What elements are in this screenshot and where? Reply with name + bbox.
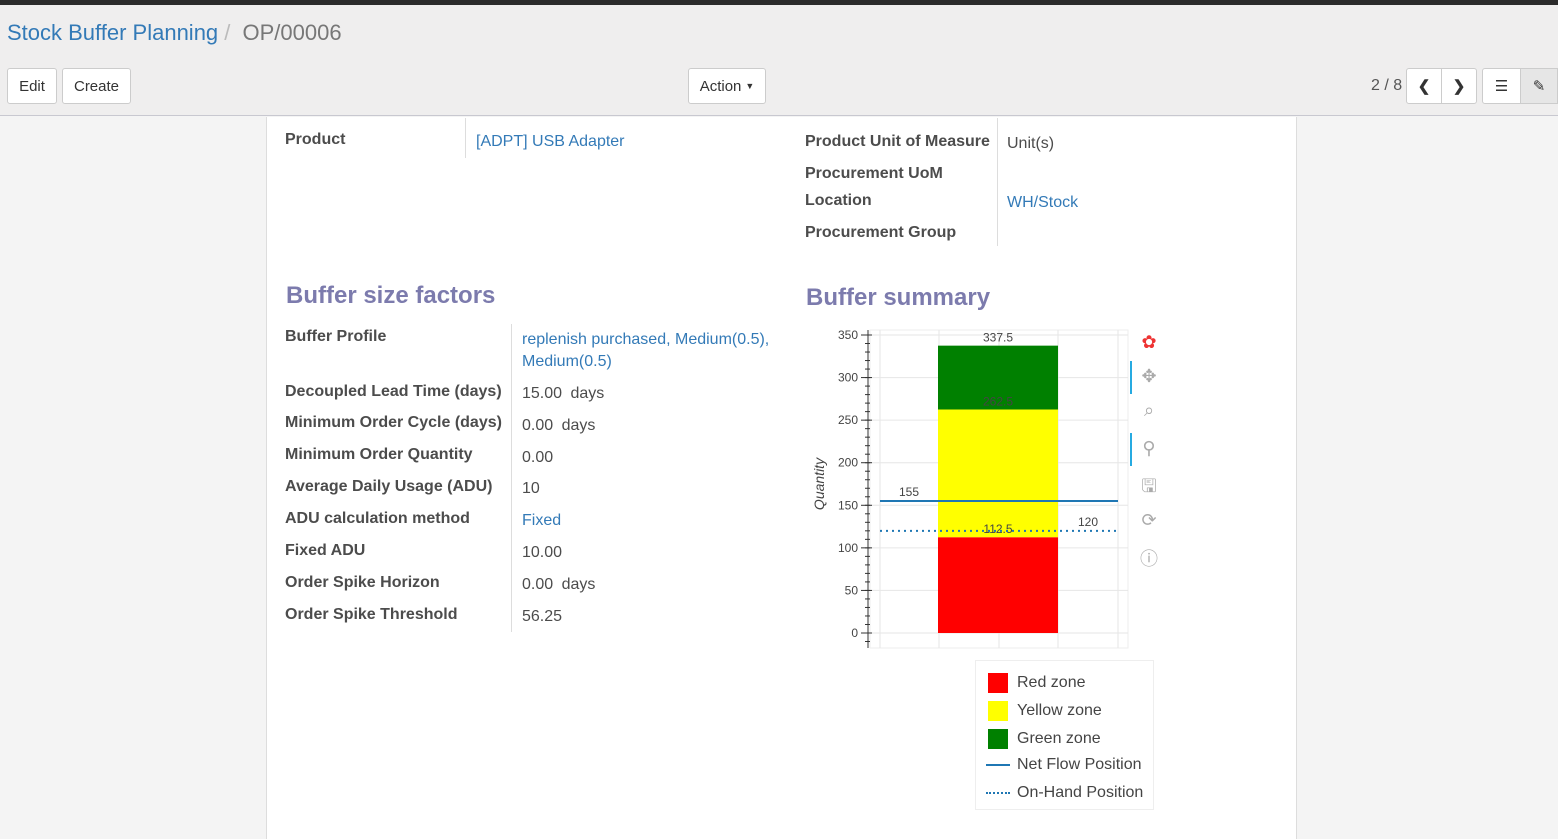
chart-legend [975, 660, 1154, 810]
product-value[interactable]: [ADPT] USB Adapter [476, 133, 625, 150]
chevron-right-icon: ❯ [1452, 78, 1466, 95]
active-tool-indicator [1130, 361, 1132, 394]
create-button[interactable]: Create [62, 68, 131, 104]
list-icon: ☰ [1494, 78, 1509, 95]
moq-label: Minimum Order Quantity [285, 446, 473, 463]
list-view-button[interactable]: ☰ [1482, 68, 1521, 104]
active-tool-indicator [1130, 433, 1132, 466]
adu-label: Average Daily Usage (ADU) [285, 478, 493, 495]
legend-line [986, 764, 1010, 766]
location-value[interactable]: WH/Stock [1007, 194, 1079, 211]
legend-swatch [988, 673, 1008, 693]
edit-button[interactable]: Edit [7, 68, 57, 104]
buffer-profile-value-2[interactable]: Medium(0.5) [522, 353, 612, 370]
y-tick-label: 350 [838, 328, 858, 342]
y-tick-label: 250 [838, 413, 858, 427]
bar-data-label: 112.5 [983, 522, 1012, 536]
divider [511, 324, 512, 632]
procurement-uom-label: Procurement UoM [805, 165, 943, 182]
spike-horizon-label: Order Spike Horizon [285, 574, 440, 591]
legend-green-zone: Green zone [988, 729, 1101, 749]
edit-form-icon: ✎ [1532, 78, 1546, 95]
y-axis-label: Quantity [811, 457, 827, 510]
y-tick-label: 100 [838, 541, 858, 555]
legend-swatch [988, 729, 1008, 749]
moc-label: Minimum Order Cycle (days) [285, 414, 502, 431]
fixed-adu-label: Fixed ADU [285, 542, 366, 559]
breadcrumb-current: OP/00006 [242, 20, 342, 45]
y-tick-label: 50 [845, 583, 859, 597]
legend-red-zone: Red zone [988, 673, 1086, 693]
bar-data-label: 262.5 [983, 395, 1013, 409]
save-icon[interactable]: 🖫 [1141, 476, 1157, 496]
product-label: Product [285, 131, 346, 148]
y-tick-label: 0 [851, 626, 858, 640]
control-panel: Stock Buffer Planning / OP/00006 Edit Cr… [0, 5, 1558, 116]
divider [465, 118, 466, 158]
form-view-button[interactable]: ✎ [1520, 68, 1558, 104]
uom-value[interactable]: Unit(s) [1007, 135, 1055, 152]
breadcrumb: Stock Buffer Planning / OP/00006 [7, 20, 342, 45]
dlt-value: 15.00 days [522, 385, 605, 402]
bar-red-zone [938, 537, 1058, 633]
adu-value: 10 [522, 480, 540, 497]
divider [997, 118, 998, 246]
legend-net-flow: Net Flow Position [986, 756, 1142, 774]
y-tick-label: 200 [838, 456, 858, 470]
buffer-factors-title: Buffer size factors [286, 282, 496, 309]
line-data-label: 120 [1078, 515, 1098, 529]
bar-yellow-zone [938, 409, 1058, 538]
legend-on-hand: On-Hand Position [986, 784, 1143, 802]
reset-icon[interactable]: ⟳ [1141, 510, 1157, 530]
moq-value: 0.00 [522, 449, 554, 466]
uom-label: Product Unit of Measure [805, 133, 990, 150]
spike-threshold-label: Order Spike Threshold [285, 606, 458, 623]
procurement-group-label: Procurement Group [805, 224, 957, 241]
buffer-profile-label: Buffer Profile [285, 328, 387, 345]
buffer-profile-value[interactable]: replenish purchased, Medium(0.5), [522, 331, 770, 348]
help-icon[interactable]: ⓘ [1140, 549, 1158, 569]
action-label: Action [699, 77, 742, 95]
caret-down-icon: ▼ [745, 81, 755, 91]
pager-previous-button[interactable]: ❮ [1406, 68, 1442, 104]
buffer-chart[interactable]: 0 50 100 150 200 250 300 350 Quantity 112.5 262.5 3… [800, 320, 1140, 660]
adu-method-value[interactable]: Fixed [522, 512, 562, 529]
wheel-zoom-icon[interactable]: ⚲ [1142, 438, 1156, 458]
moc-value: 0.00 days [522, 417, 596, 434]
bar-green-zone [938, 345, 1058, 410]
y-tick-label: 150 [838, 498, 858, 512]
bokeh-logo-icon[interactable]: ✿ [1141, 332, 1157, 352]
legend-swatch [988, 701, 1008, 721]
action-button[interactable]: Action ▼ [688, 68, 766, 104]
bar-data-label: 337.5 [983, 331, 1013, 345]
chevron-left-icon: ❮ [1417, 78, 1431, 95]
legend-line [986, 792, 1010, 794]
breadcrumb-parent[interactable]: Stock Buffer Planning [7, 20, 219, 45]
dlt-label: Decoupled Lead Time (days) [285, 383, 502, 400]
box-zoom-icon[interactable]: ⌕ [1143, 400, 1155, 420]
legend-yellow-zone: Yellow zone [988, 701, 1102, 721]
pager-value: 2 / 8 [1371, 77, 1403, 94]
y-tick-label: 300 [838, 371, 858, 385]
spike-threshold-value: 56.25 [522, 608, 563, 625]
line-data-label: 155 [899, 485, 919, 499]
location-label: Location [805, 192, 872, 209]
spike-horizon-value: 0.00 days [522, 576, 596, 593]
top-bar [0, 0, 1558, 5]
fixed-adu-value: 10.00 [522, 544, 563, 561]
buffer-summary-title: Buffer summary [806, 284, 991, 311]
pan-icon[interactable]: ✥ [1141, 366, 1157, 386]
adu-method-label: ADU calculation method [285, 510, 470, 527]
pager-next-button[interactable]: ❯ [1441, 68, 1477, 104]
